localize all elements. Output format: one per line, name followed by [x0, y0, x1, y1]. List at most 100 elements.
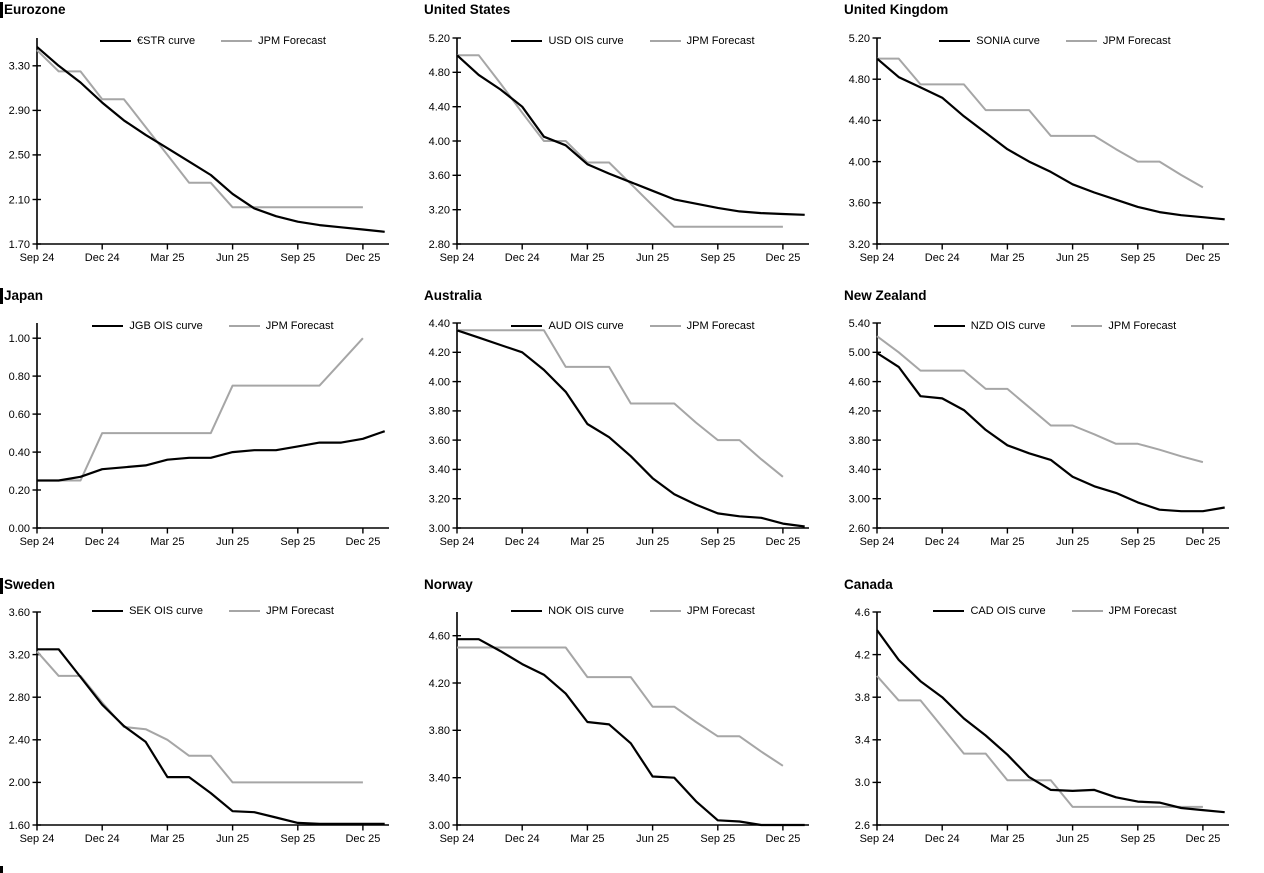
svg-text:Sep 25: Sep 25 — [280, 833, 315, 845]
svg-text:Sep 25: Sep 25 — [280, 252, 315, 264]
legend-line-sample-icon — [933, 325, 965, 327]
svg-text:Mar 25: Mar 25 — [150, 252, 184, 264]
svg-text:3.60: 3.60 — [429, 435, 450, 447]
chart-legend: USD OIS curve JPM Forecast — [457, 33, 809, 49]
svg-text:Dec 24: Dec 24 — [85, 536, 120, 548]
cad-ois-curve-line — [876, 629, 1225, 814]
legend-line-sample-icon — [1071, 325, 1103, 327]
svg-text:Dec 25: Dec 25 — [765, 252, 800, 264]
legend-line-sample-icon — [511, 40, 543, 42]
jpm-forecast-line — [877, 57, 1204, 189]
chart-title: Sweden — [4, 577, 56, 592]
svg-text:4.6: 4.6 — [855, 607, 870, 619]
y-axis-ticks: 2.60 3.00 3.40 3.80 4.20 4.60 5.00 5.40 — [849, 318, 881, 535]
legend-item-forecast: JPM Forecast — [649, 320, 755, 332]
legend-item-ois: NOK OIS curve — [511, 605, 624, 617]
chart-panel: New Zealand 2.60 3.00 3.40 3.80 4.20 4.60 5.00… — [840, 285, 1264, 570]
sonia-curve-line — [876, 57, 1225, 221]
svg-text:Sep 25: Sep 25 — [280, 536, 315, 548]
x-axis-ticks: Sep 24 Dec 24 Mar 25 Jun 25 Sep 25 Dec 25 — [440, 527, 800, 548]
jpm-forecast-line — [457, 329, 784, 478]
svg-text:2.10: 2.10 — [9, 194, 30, 206]
legend-item-ois: SEK OIS curve — [92, 605, 203, 617]
nok-ois-curve-line — [457, 638, 805, 827]
nzd-ois-curve-line — [876, 352, 1225, 513]
legend-item-ois: CAD OIS curve — [933, 605, 1046, 617]
svg-text:Mar 25: Mar 25 — [570, 252, 604, 264]
svg-text:Sep 25: Sep 25 — [1120, 536, 1155, 548]
x-axis-ticks: Sep 24 Dec 24 Mar 25 Jun 25 Sep 25 Dec 25 — [20, 527, 380, 548]
svg-text:3.8: 3.8 — [855, 692, 870, 704]
svg-text:3.40: 3.40 — [429, 773, 450, 785]
str-curve-line — [36, 46, 385, 233]
section-marker-bar — [0, 866, 3, 873]
svg-text:5.00: 5.00 — [849, 347, 870, 359]
section-marker-bar — [0, 2, 3, 18]
legend-line-sample-icon — [933, 610, 965, 612]
svg-text:Sep 24: Sep 24 — [860, 833, 895, 845]
svg-text:Dec 24: Dec 24 — [925, 536, 960, 548]
svg-text:3.00: 3.00 — [429, 523, 450, 535]
chart-panel: Norway 3.00 3.40 3.80 4.20 4.60 Sep 24 Dec 24 M… — [420, 570, 840, 873]
svg-text:Mar 25: Mar 25 — [990, 252, 1024, 264]
chart-legend: AUD OIS curve JPM Forecast — [457, 318, 809, 334]
svg-text:Mar 25: Mar 25 — [570, 833, 604, 845]
svg-text:3.00: 3.00 — [429, 820, 450, 832]
svg-text:Sep 24: Sep 24 — [860, 536, 895, 548]
svg-text:3.40: 3.40 — [849, 464, 870, 476]
legend-label: CAD OIS curve — [970, 605, 1046, 617]
sek-ois-curve-line — [37, 648, 385, 825]
legend-label: JPM Forecast — [1108, 320, 1177, 332]
legend-line-sample-icon — [92, 325, 124, 327]
chart-title: Canada — [844, 577, 893, 592]
svg-text:3.80: 3.80 — [429, 406, 450, 418]
chart-plot: 2.6 3.0 3.4 3.8 4.2 4.6 Sep 24 Dec 24 Mar 25 Jun … — [855, 607, 1229, 845]
svg-text:2.80: 2.80 — [9, 692, 30, 704]
chart-legend: SEK OIS curve JPM Forecast — [37, 603, 389, 619]
svg-text:3.20: 3.20 — [849, 239, 870, 251]
legend-label: NOK OIS curve — [548, 605, 624, 617]
chart-plot: 1.70 2.10 2.50 2.90 3.30 Sep 24 Dec 24 Mar 25 Ju… — [9, 38, 389, 264]
svg-text:4.40: 4.40 — [429, 102, 450, 114]
legend-line-sample-icon — [649, 610, 681, 612]
svg-text:4.00: 4.00 — [429, 376, 450, 388]
chart-panel: Sweden 1.60 2.00 2.40 2.80 3.20 3.60 Sep 24 Dec… — [0, 570, 420, 873]
svg-text:Dec 25: Dec 25 — [1185, 833, 1220, 845]
legend-label: JPM Forecast — [1102, 35, 1171, 47]
y-axis-ticks: 3.00 3.20 3.40 3.60 3.80 4.00 4.20 4.40 — [429, 318, 461, 535]
x-axis-ticks: Sep 24 Dec 24 Mar 25 Jun 25 Sep 25 Dec 25 — [440, 824, 800, 845]
chart-legend: NOK OIS curve JPM Forecast — [457, 603, 809, 619]
svg-text:Jun 25: Jun 25 — [636, 252, 669, 264]
svg-text:4.20: 4.20 — [849, 406, 870, 418]
svg-text:Dec 25: Dec 25 — [765, 833, 800, 845]
legend-item-forecast: JPM Forecast — [228, 320, 334, 332]
legend-item-forecast: JPM Forecast — [649, 35, 755, 47]
svg-text:Jun 25: Jun 25 — [216, 536, 249, 548]
chart-panel: Japan 0.00 0.20 0.40 0.60 0.80 1.00 Sep 24 Dec … — [0, 285, 420, 570]
svg-text:1.70: 1.70 — [9, 239, 30, 251]
svg-text:Dec 25: Dec 25 — [345, 833, 380, 845]
svg-text:0.00: 0.00 — [9, 523, 30, 535]
legend-label: AUD OIS curve — [548, 320, 624, 332]
svg-text:5.20: 5.20 — [849, 33, 870, 45]
legend-label: JPM Forecast — [265, 320, 334, 332]
svg-text:Sep 25: Sep 25 — [700, 536, 735, 548]
legend-label: SEK OIS curve — [129, 605, 204, 617]
legend-item-ois: €STR curve — [100, 35, 195, 47]
legend-label: JPM Forecast — [686, 320, 755, 332]
svg-text:3.30: 3.30 — [9, 61, 30, 73]
svg-text:2.80: 2.80 — [429, 239, 450, 251]
svg-text:Sep 24: Sep 24 — [20, 833, 55, 845]
svg-text:0.20: 0.20 — [9, 485, 30, 497]
chart-plot: 1.60 2.00 2.40 2.80 3.20 3.60 Sep 24 Dec 24 Mar … — [9, 607, 389, 845]
legend-item-ois: JGB OIS curve — [92, 320, 203, 332]
svg-text:Jun 25: Jun 25 — [1056, 252, 1089, 264]
svg-text:Dec 25: Dec 25 — [345, 536, 380, 548]
svg-text:Dec 24: Dec 24 — [85, 252, 120, 264]
section-marker-bar — [0, 578, 3, 594]
svg-text:4.80: 4.80 — [429, 67, 450, 79]
chart-plot: 3.00 3.20 3.40 3.60 3.80 4.00 4.20 4.40 Sep 24 De… — [429, 318, 809, 548]
svg-text:4.80: 4.80 — [849, 74, 870, 86]
svg-text:0.40: 0.40 — [9, 447, 30, 459]
y-axis-ticks: 2.80 3.20 3.60 4.00 4.40 4.80 5.20 — [429, 33, 461, 251]
